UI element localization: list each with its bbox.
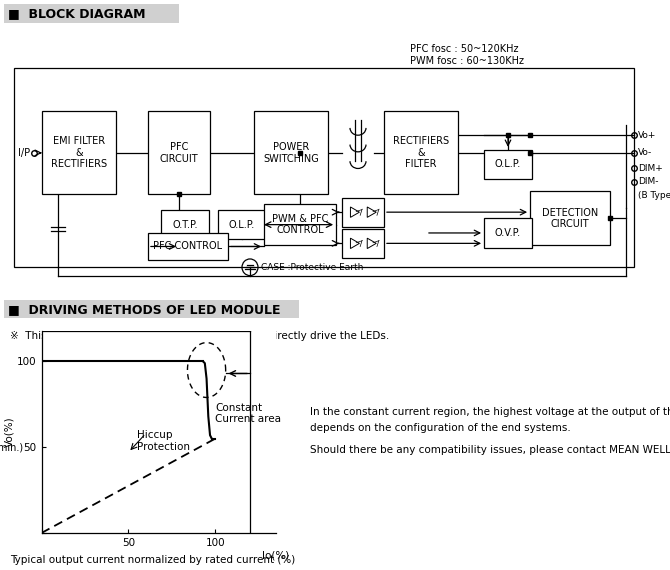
Text: RECTIFIERS
&
FILTER: RECTIFIERS & FILTER	[393, 136, 449, 169]
Text: DIM+: DIM+	[638, 164, 663, 173]
Text: CASE :Protective Earth: CASE :Protective Earth	[261, 263, 363, 272]
Text: PWM fosc : 60~130KHz: PWM fosc : 60~130KHz	[410, 56, 524, 66]
Text: ■  BLOCK DIAGRAM: ■ BLOCK DIAGRAM	[8, 7, 145, 20]
Text: Vo-: Vo-	[638, 148, 653, 157]
Text: In the constant current region, the highest voltage at the output of the driver: In the constant current region, the high…	[310, 406, 670, 417]
Bar	[42, 111, 116, 194]
Text: O.L.P.: O.L.P.	[495, 160, 521, 169]
Text: PFC
CIRCUIT: PFC CIRCUIT	[159, 142, 198, 164]
Bar	[530, 192, 610, 246]
Text: O.V.P.: O.V.P.	[495, 228, 521, 238]
Text: POWER
SWITCHING: POWER SWITCHING	[263, 142, 319, 164]
Text: ■  DRIVING METHODS OF LED MODULE: ■ DRIVING METHODS OF LED MODULE	[8, 303, 281, 316]
Text: (B Type): (B Type)	[638, 191, 670, 200]
Bar	[4, 4, 179, 23]
Text: (min.): (min.)	[0, 442, 23, 452]
Text: Should there be any compatibility issues, please contact MEAN WELL.: Should there be any compatibility issues…	[310, 445, 670, 455]
Y-axis label: Vo(%): Vo(%)	[4, 417, 14, 447]
Bar	[484, 218, 532, 247]
Bar	[148, 111, 210, 194]
Text: EMI FILTER
&
RECTIFIERS: EMI FILTER & RECTIFIERS	[51, 136, 107, 169]
Bar	[218, 210, 266, 239]
Text: Io(%): Io(%)	[263, 550, 289, 560]
Bar	[384, 111, 458, 194]
Text: Typical output current normalized by rated current (%): Typical output current normalized by rat…	[10, 555, 295, 565]
Bar	[342, 198, 384, 227]
Bar	[342, 229, 384, 258]
Text: I/P: I/P	[18, 148, 30, 158]
Text: PWM & PFC
CONTROL: PWM & PFC CONTROL	[272, 214, 328, 235]
Text: Vo+: Vo+	[638, 131, 657, 140]
Bar	[161, 210, 209, 239]
Text: DETECTION
CIRCUIT: DETECTION CIRCUIT	[542, 207, 598, 229]
Text: Hiccup
Protection: Hiccup Protection	[137, 430, 190, 451]
Bar	[264, 204, 336, 246]
Text: PFC fosc : 50~120KHz: PFC fosc : 50~120KHz	[410, 44, 519, 54]
Bar	[484, 150, 532, 179]
Bar	[254, 111, 328, 194]
Text: O.T.P.: O.T.P.	[172, 219, 198, 230]
Bar	[4, 300, 299, 319]
Text: PFC CONTROL: PFC CONTROL	[153, 242, 222, 251]
Bar	[148, 233, 228, 260]
Text: DIM-: DIM-	[638, 177, 659, 186]
Text: O.L.P.: O.L.P.	[229, 219, 255, 230]
Text: ※  This series works in constant current mode to directly drive the LEDs.: ※ This series works in constant current …	[10, 332, 389, 341]
Text: Constant
Current area: Constant Current area	[215, 402, 281, 424]
Bar	[14, 68, 634, 267]
Text: depends on the configuration of the end systems.: depends on the configuration of the end …	[310, 423, 571, 433]
